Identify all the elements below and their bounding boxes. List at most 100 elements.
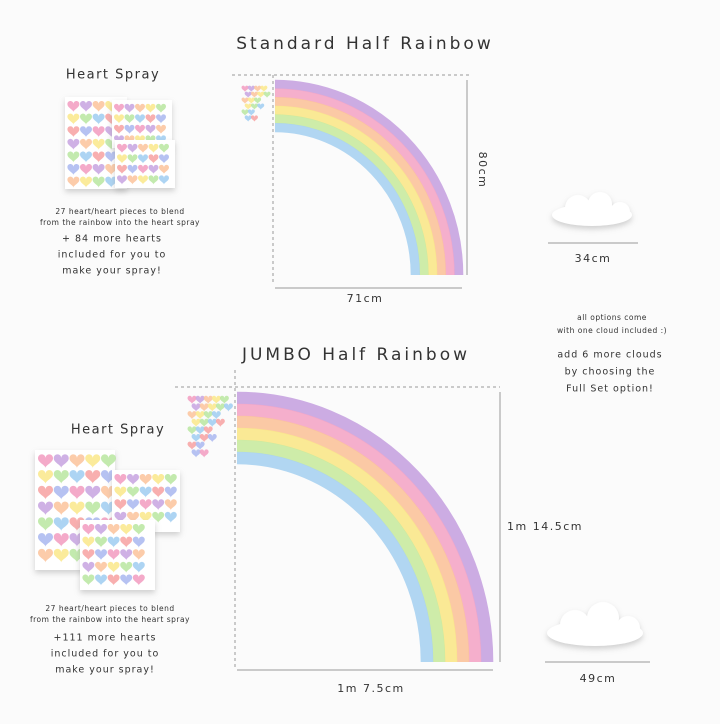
heart <box>38 548 53 563</box>
heart <box>53 548 69 563</box>
heart <box>95 574 107 586</box>
heart <box>67 164 80 175</box>
heart <box>38 454 53 468</box>
rainbow-band <box>236 451 434 663</box>
heart <box>105 164 118 175</box>
spray-note: 27 heart/heart pieces to blend <box>45 604 174 613</box>
heart <box>92 151 105 163</box>
heart <box>107 549 120 561</box>
heart <box>124 103 135 113</box>
heart <box>195 426 205 435</box>
heart <box>164 486 177 498</box>
heart <box>159 164 169 174</box>
heart <box>139 486 152 498</box>
heart <box>53 454 69 468</box>
heart <box>250 103 258 110</box>
heart <box>191 403 201 412</box>
heart <box>82 561 95 573</box>
heart <box>53 470 69 484</box>
heart <box>244 91 252 98</box>
heart <box>69 485 85 500</box>
heart <box>114 135 124 145</box>
heart <box>38 517 53 531</box>
heart <box>164 511 177 523</box>
heart <box>159 154 169 164</box>
heart <box>263 91 271 98</box>
height-label: 1m 14.5cm <box>507 520 583 533</box>
heart <box>85 454 101 468</box>
heart <box>124 135 135 145</box>
heart <box>132 524 145 535</box>
heart <box>156 114 166 124</box>
heart <box>135 114 145 124</box>
heart <box>67 126 80 138</box>
cloud-note: Full Set option! <box>566 384 654 395</box>
heart <box>69 470 85 484</box>
heart <box>92 101 105 112</box>
spray-extra: included for you to <box>51 649 160 660</box>
heart <box>132 561 145 573</box>
rainbow-band <box>274 88 455 276</box>
heart <box>145 114 156 124</box>
heart <box>132 574 145 586</box>
heart <box>92 176 105 188</box>
heart <box>159 175 169 185</box>
spray-extra: + 84 more hearts <box>62 234 162 245</box>
heart <box>67 151 80 163</box>
heart <box>199 418 209 427</box>
heart <box>203 395 213 404</box>
heart <box>69 454 85 468</box>
cloud-width: 34cm <box>575 252 612 265</box>
heart <box>156 103 166 113</box>
heart <box>247 85 255 92</box>
heart <box>117 164 127 174</box>
heart <box>164 474 177 485</box>
heart <box>145 124 156 134</box>
heart <box>138 143 148 153</box>
rainbow-band <box>236 391 494 663</box>
heart <box>127 154 138 164</box>
heart <box>105 176 118 188</box>
heart <box>127 175 138 185</box>
heart <box>148 164 159 174</box>
standard-title: Standard Half Rainbow <box>236 34 494 54</box>
rainbow-band <box>236 403 482 663</box>
heart <box>215 403 225 412</box>
heart <box>95 536 107 548</box>
heart <box>195 395 205 404</box>
heart <box>53 533 69 547</box>
heart <box>135 135 145 145</box>
heart <box>117 154 127 164</box>
heart <box>95 524 107 535</box>
heart <box>187 426 197 435</box>
heart <box>199 449 209 458</box>
heart <box>139 511 152 523</box>
heart <box>127 511 139 523</box>
heart <box>92 113 105 125</box>
heart <box>148 143 159 153</box>
heart <box>53 501 69 516</box>
heart <box>38 485 53 500</box>
heart <box>152 474 165 485</box>
heart <box>101 454 116 468</box>
heart <box>191 434 201 443</box>
heart <box>114 124 124 134</box>
heart <box>148 175 159 185</box>
heart <box>80 176 92 188</box>
heart <box>207 434 217 443</box>
rainbow-band <box>274 123 420 276</box>
heart <box>107 574 120 586</box>
heart <box>132 536 145 548</box>
heart <box>82 536 95 548</box>
heart <box>127 474 139 485</box>
heart <box>95 549 107 561</box>
heart <box>67 176 80 188</box>
cloud-note-small: all options come <box>577 313 647 322</box>
heart <box>244 103 252 110</box>
heart <box>105 151 118 163</box>
heart <box>156 124 166 134</box>
rainbow-band <box>236 415 470 663</box>
rainbow-band <box>274 105 438 276</box>
heart <box>138 154 148 164</box>
heart <box>191 449 201 458</box>
